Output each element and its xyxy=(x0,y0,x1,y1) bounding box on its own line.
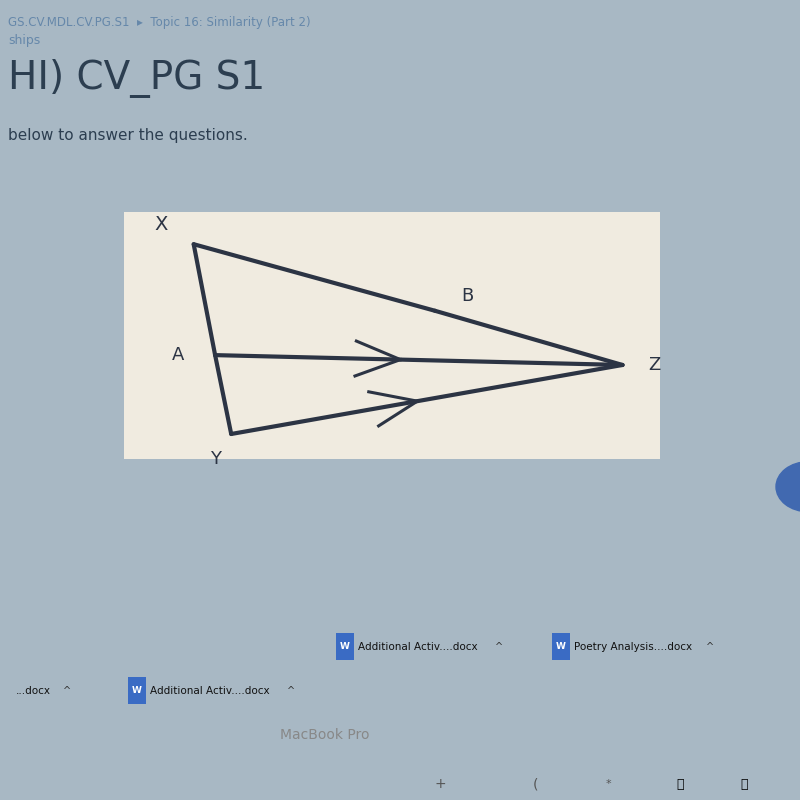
FancyBboxPatch shape xyxy=(124,212,660,458)
FancyBboxPatch shape xyxy=(128,677,146,705)
Text: B: B xyxy=(461,287,473,305)
Text: Y: Y xyxy=(210,450,221,468)
Text: *: * xyxy=(605,779,611,789)
Text: Z: Z xyxy=(649,356,661,374)
Text: HI) CV_PG S1: HI) CV_PG S1 xyxy=(8,59,266,98)
Text: GS.CV.MDL.CV.PG.S1  ▸  Topic 16: Similarity (Part 2): GS.CV.MDL.CV.PG.S1 ▸ Topic 16: Similarit… xyxy=(8,15,310,29)
Text: +: + xyxy=(434,777,446,791)
Text: Additional Activ....docx: Additional Activ....docx xyxy=(150,686,270,696)
Text: below to answer the questions.: below to answer the questions. xyxy=(8,128,248,143)
Text: A: A xyxy=(171,346,184,364)
Text: X: X xyxy=(155,215,168,234)
Text: ^: ^ xyxy=(706,642,714,652)
Text: Poetry Analysis....docx: Poetry Analysis....docx xyxy=(574,642,693,652)
Text: ships: ships xyxy=(8,34,40,47)
Text: (: ( xyxy=(534,777,538,791)
Text: MacBook Pro: MacBook Pro xyxy=(280,728,370,742)
Text: W: W xyxy=(132,686,142,695)
Text: ^: ^ xyxy=(495,642,503,652)
Text: Additional Activ....docx: Additional Activ....docx xyxy=(358,642,478,652)
Text: 🔊: 🔊 xyxy=(676,778,684,790)
Circle shape xyxy=(776,462,800,512)
Text: ^: ^ xyxy=(63,686,71,696)
Text: ^: ^ xyxy=(287,686,295,696)
Text: 🔇: 🔇 xyxy=(740,778,748,790)
Text: W: W xyxy=(340,642,350,651)
Text: ...docx: ...docx xyxy=(16,686,51,696)
Text: W: W xyxy=(556,642,566,651)
FancyBboxPatch shape xyxy=(336,633,354,661)
FancyBboxPatch shape xyxy=(552,633,570,661)
